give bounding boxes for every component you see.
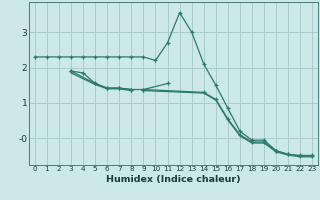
X-axis label: Humidex (Indice chaleur): Humidex (Indice chaleur) xyxy=(106,175,241,184)
